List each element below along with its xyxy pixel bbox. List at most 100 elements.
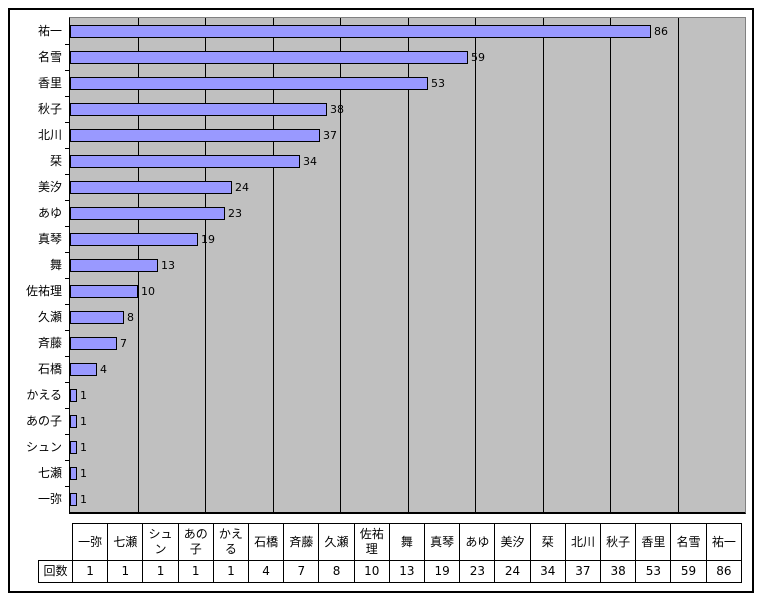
bar xyxy=(70,337,117,350)
category-label: 北川 xyxy=(37,128,62,142)
table-value-cell: 10 xyxy=(353,560,390,583)
bar-value-label: 10 xyxy=(141,285,155,298)
bar-value-label: 59 xyxy=(471,51,485,64)
bar-value-label: 38 xyxy=(330,103,344,116)
table-value-cell: 1 xyxy=(71,560,109,583)
bar-value-label: 23 xyxy=(228,207,242,220)
category-label: 石橋 xyxy=(37,362,62,376)
table-corner-cell xyxy=(39,524,73,561)
gridline xyxy=(273,18,274,512)
category-tick xyxy=(65,356,70,357)
table-value-cell: 53 xyxy=(635,560,672,583)
gridline xyxy=(205,18,206,512)
gridline xyxy=(408,18,409,512)
category-label: 秋子 xyxy=(37,102,62,116)
table-header-cell: シュン xyxy=(142,523,179,561)
category-label: 佐祐理 xyxy=(25,284,62,298)
category-tick xyxy=(65,304,70,305)
bar xyxy=(70,467,77,480)
bar xyxy=(70,493,77,506)
category-label: 祐一 xyxy=(37,24,62,38)
table-value-cell: 7 xyxy=(283,560,320,583)
table-value-cell: 34 xyxy=(529,560,566,583)
gridline xyxy=(543,18,544,512)
bar xyxy=(70,51,468,64)
table-header-cell: 美汐 xyxy=(494,523,531,561)
category-label: あゆ xyxy=(37,206,62,220)
table-header-cell: 香里 xyxy=(635,523,672,561)
table-header-cell: あの子 xyxy=(177,523,214,561)
category-label: 名雪 xyxy=(37,50,62,64)
table-header-cell: 石橋 xyxy=(248,523,285,561)
bar xyxy=(70,259,158,272)
table-value-cell: 1 xyxy=(212,560,250,583)
bar-value-label: 34 xyxy=(303,155,317,168)
table-header-cell: 名雪 xyxy=(670,523,707,561)
category-label: あの子 xyxy=(25,414,62,428)
data-table: 一弥 七瀬 シュン あの子 かえる 石橋 斉藤 久瀬 佐祐理舞真琴 あゆ 美汐栞北川 秋子 香里 名雪 祐一… xyxy=(38,523,743,583)
table-header-cell: 佐祐理 xyxy=(353,523,390,561)
table-header-cell: 一弥 xyxy=(71,523,109,561)
gridline xyxy=(678,18,679,512)
category-label: 斉藤 xyxy=(37,336,62,350)
bar xyxy=(70,285,138,298)
bar xyxy=(70,103,327,116)
bar xyxy=(70,181,232,194)
table-value-cell: 13 xyxy=(388,560,426,583)
table-header-cell: 舞 xyxy=(388,523,426,561)
category-tick xyxy=(65,226,70,227)
category-label: 美汐 xyxy=(37,180,62,194)
bar-value-label: 1 xyxy=(80,441,87,454)
table-header-cell: 栞 xyxy=(529,523,566,561)
table-value-cell: 19 xyxy=(424,560,461,583)
category-tick xyxy=(65,96,70,97)
table-value-cell: 1 xyxy=(107,560,144,583)
table-value-cell: 1 xyxy=(142,560,179,583)
table-header-cell: かえる xyxy=(212,523,250,561)
category-label: 舞 xyxy=(49,258,62,272)
bar-value-label: 37 xyxy=(323,129,337,142)
bar xyxy=(70,415,77,428)
bar xyxy=(70,207,225,220)
table-value-cell: 8 xyxy=(318,560,355,583)
table-header-cell: 祐一 xyxy=(705,523,743,561)
gridline xyxy=(475,18,476,512)
category-label: 真琴 xyxy=(37,232,62,246)
category-label: 久瀬 xyxy=(37,310,62,324)
table-header-cell: あゆ xyxy=(459,523,496,561)
bar xyxy=(70,233,198,246)
bar xyxy=(70,129,320,142)
category-tick xyxy=(65,330,70,331)
gridline xyxy=(340,18,341,512)
category-tick xyxy=(65,278,70,279)
category-tick xyxy=(65,200,70,201)
table-value-cell: 24 xyxy=(494,560,531,583)
category-label: 香里 xyxy=(37,76,62,90)
category-tick xyxy=(65,44,70,45)
category-label: かえる xyxy=(26,388,62,402)
category-tick xyxy=(65,122,70,123)
category-label: 七瀬 xyxy=(37,466,62,480)
category-tick xyxy=(65,434,70,435)
bar-value-label: 19 xyxy=(201,233,215,246)
table-value-cell: 1 xyxy=(177,560,214,583)
category-tick xyxy=(65,460,70,461)
table-value-cell: 86 xyxy=(705,560,743,583)
bar xyxy=(70,441,77,454)
category-tick xyxy=(65,174,70,175)
bar-value-label: 1 xyxy=(80,467,87,480)
bar xyxy=(70,77,428,90)
plot-area: 86 59 53 38 37 34 24 23 19 13 10 8 7 4 1 1 1 1 1 xyxy=(69,17,746,514)
bar-value-label: 53 xyxy=(431,77,445,90)
category-label: シュン xyxy=(25,440,62,454)
table-header-cell: 七瀬 xyxy=(107,523,144,561)
bar-value-label: 1 xyxy=(80,389,87,402)
category-tick xyxy=(65,382,70,383)
bar-value-label: 8 xyxy=(127,311,134,324)
category-tick xyxy=(65,252,70,253)
bar-value-label: 24 xyxy=(235,181,249,194)
bar-value-label: 4 xyxy=(100,363,107,376)
bar xyxy=(70,25,651,38)
category-tick xyxy=(65,70,70,71)
table-row-header-cell: 回数 xyxy=(38,560,73,583)
